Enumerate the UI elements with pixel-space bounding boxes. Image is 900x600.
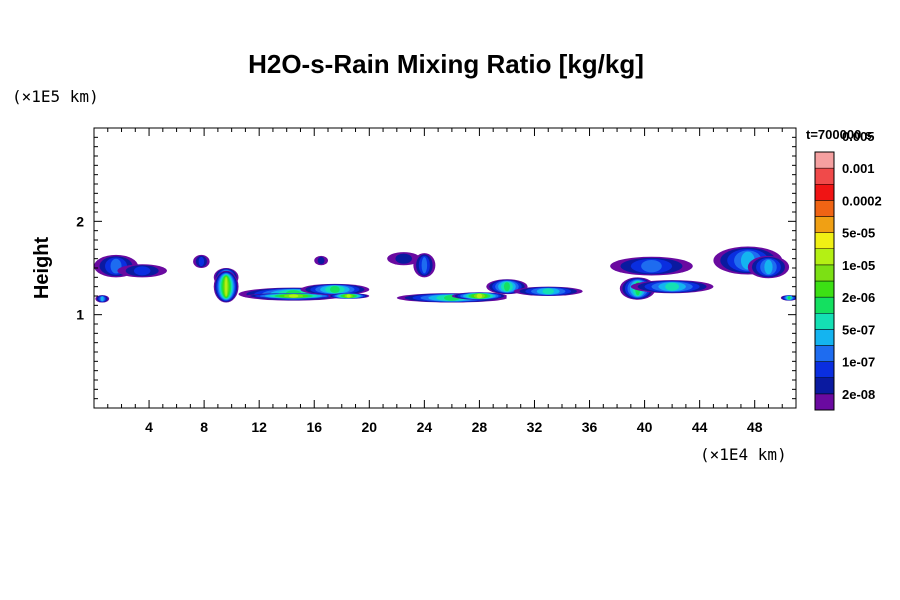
legend-swatch — [814, 232, 835, 249]
contour-blob — [413, 253, 436, 278]
legend-swatch — [814, 264, 835, 282]
contour-level — [288, 294, 299, 298]
x-tick-label: 44 — [692, 419, 708, 435]
legend-swatch — [814, 345, 835, 362]
x-tick-labels: 4 8 12 16 20 24 28 32 36 40 44 48 — [145, 419, 763, 435]
legend-label: 1e-07 — [842, 355, 875, 370]
contour-blob — [387, 252, 421, 266]
contour-level — [224, 277, 228, 297]
contour-level — [503, 282, 510, 292]
x-tick-label: 16 — [306, 419, 322, 435]
contour-level — [395, 253, 412, 264]
contour-level — [665, 282, 680, 291]
contour-blob — [193, 254, 210, 268]
legend-swatch — [814, 313, 835, 330]
x-tick-label: 20 — [362, 419, 378, 435]
legend-label: 0.001 — [842, 161, 875, 176]
color-legend — [814, 151, 835, 411]
contour-level — [329, 286, 340, 293]
contour-blob — [747, 255, 790, 279]
legend-swatch — [814, 329, 835, 346]
x-tick-label: 12 — [251, 419, 267, 435]
legend-labels: 2e-08 1e-07 5e-07 2e-06 1e-05 5e-05 0.0002 0.00… — [842, 129, 882, 402]
contour-level — [198, 256, 205, 267]
y-tick-label: 2 — [76, 213, 84, 229]
contour-blob — [513, 286, 583, 297]
legend-label: 5e-07 — [842, 322, 875, 337]
contour-blob — [328, 293, 370, 299]
contour-blob — [95, 295, 110, 303]
contour-level — [542, 288, 554, 295]
contour-blob — [213, 270, 239, 303]
x-tick-label: 32 — [527, 419, 543, 435]
x-tick-label: 40 — [637, 419, 653, 435]
contour-level — [100, 296, 104, 302]
y-axis-label: Height — [31, 237, 53, 300]
y-tick-label: 1 — [76, 307, 84, 323]
contour-blob — [300, 283, 370, 296]
legend-swatch — [814, 184, 835, 201]
legend-swatch — [814, 248, 835, 266]
x-tick-label: 4 — [145, 419, 153, 435]
contour-blob — [245, 293, 342, 299]
contour-level — [787, 296, 791, 300]
contour-level — [317, 256, 325, 265]
legend-label: 0.005 — [842, 129, 875, 144]
legend-swatch — [814, 393, 835, 411]
contour-level — [641, 259, 662, 273]
x-axis-unit: (×1E4 km) — [700, 445, 787, 464]
contour-level — [764, 259, 773, 275]
legend-label: 2e-06 — [842, 290, 875, 305]
contour-blob — [630, 280, 714, 294]
contour-field — [94, 246, 796, 303]
legend-frame — [814, 151, 835, 411]
chart-title: H2O-s-Rain Mixing Ratio [kg/kg] — [248, 49, 644, 79]
legend-swatch — [814, 167, 835, 185]
legend-swatch — [814, 280, 835, 298]
legend-swatch — [814, 216, 835, 233]
y-tick-labels: 12 — [76, 213, 84, 322]
x-tick-label: 36 — [582, 419, 598, 435]
legend-label: 1e-05 — [842, 258, 875, 273]
legend-label: 0.0002 — [842, 193, 882, 208]
contour-blob — [610, 256, 693, 276]
axis-ticks — [94, 128, 796, 408]
contour-level — [476, 293, 483, 299]
legend-swatch — [814, 151, 835, 169]
contour-blob — [451, 292, 507, 300]
contour-blob — [314, 255, 328, 266]
legend-label: 5e-05 — [842, 226, 875, 241]
time-label: t=700000 s — [806, 127, 872, 142]
x-tick-label: 24 — [417, 419, 433, 435]
contour-level — [346, 294, 351, 298]
legend-swatch — [814, 296, 835, 314]
y-axis-unit: (×1E5 km) — [12, 87, 99, 106]
x-tick-label: 48 — [747, 419, 763, 435]
legend-swatch — [814, 361, 835, 378]
contour-blob — [117, 264, 167, 278]
legend-swatch — [814, 377, 835, 395]
contour-level — [421, 257, 428, 274]
contour-level — [133, 266, 151, 276]
legend-label: 2e-08 — [842, 387, 875, 402]
x-tick-label: 8 — [200, 419, 208, 435]
x-tick-label: 28 — [472, 419, 488, 435]
legend-swatch — [814, 200, 835, 217]
